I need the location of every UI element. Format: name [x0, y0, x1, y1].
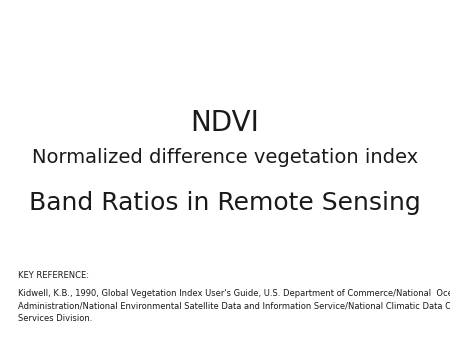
Text: Kidwell, K.B., 1990, Global Vegetation Index User's Guide, U.S. Department of Co: Kidwell, K.B., 1990, Global Vegetation I… [18, 289, 450, 323]
Text: Band Ratios in Remote Sensing: Band Ratios in Remote Sensing [29, 191, 421, 215]
Text: Normalized difference vegetation index: Normalized difference vegetation index [32, 148, 418, 167]
Text: NDVI: NDVI [190, 110, 260, 137]
Text: KEY REFERENCE:: KEY REFERENCE: [18, 271, 89, 280]
